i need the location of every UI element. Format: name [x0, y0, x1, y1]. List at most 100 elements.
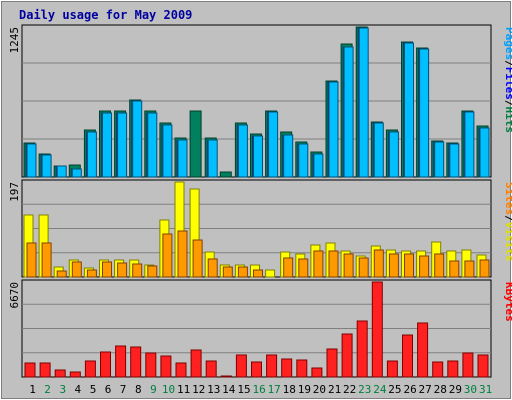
bar: [477, 354, 489, 378]
x-tick-label: 31: [479, 383, 492, 396]
bar: [371, 281, 383, 378]
legend: KBytes: [503, 282, 512, 322]
bar: [449, 143, 460, 178]
panel-pages-files-hits: 1245 Pages/Files/Hits: [8, 24, 512, 178]
bar: [373, 122, 384, 178]
bar: [265, 269, 276, 278]
y-max-label: 1245: [8, 27, 21, 54]
bar: [237, 124, 248, 178]
bar: [311, 367, 323, 378]
legend-entry: /: [503, 60, 512, 67]
bar: [219, 171, 232, 178]
x-tick-label: 8: [135, 383, 142, 396]
x-tick-label: 10: [162, 383, 175, 396]
x-axis-day-labels: 1 2 3 4 5 6 7 8 9 10 11 12 13 14 15 16 17 18 19 20 21 22 23 24 2…: [29, 383, 492, 396]
bar: [434, 141, 445, 178]
panel-sites-visits: 197 Sites/Visits: [8, 179, 512, 278]
bar: [26, 242, 37, 278]
bar: [343, 46, 354, 178]
x-tick-label: 12: [192, 383, 205, 396]
bar: [189, 110, 202, 178]
bar: [296, 359, 308, 378]
bar: [313, 250, 324, 278]
legend-entry: Hits: [503, 107, 512, 134]
series-pages: [26, 27, 490, 178]
x-tick-label: 22: [343, 383, 356, 396]
bar: [358, 27, 369, 178]
series-sites: [26, 230, 490, 278]
bar: [341, 333, 353, 378]
bar: [419, 255, 430, 278]
x-tick-label: 26: [403, 383, 416, 396]
bar: [160, 355, 172, 378]
bar: [41, 154, 52, 178]
bar: [404, 253, 414, 278]
x-tick-label: 7: [120, 383, 127, 396]
bar: [328, 81, 339, 178]
bar: [268, 111, 279, 178]
bar: [102, 112, 112, 178]
bar: [100, 351, 111, 378]
x-tick-label: 9: [150, 383, 157, 396]
bar: [251, 361, 262, 378]
x-tick-label: 5: [90, 383, 97, 396]
bar: [130, 346, 142, 378]
y-max-label: 197: [8, 182, 21, 202]
bar: [26, 143, 37, 178]
x-tick-label: 19: [298, 383, 311, 396]
bar: [147, 112, 158, 178]
bar: [220, 375, 232, 378]
bar: [54, 369, 66, 378]
bar: [207, 258, 218, 278]
bar: [253, 135, 263, 178]
x-tick-label: 4: [74, 383, 81, 396]
bar: [115, 345, 127, 378]
bar: [388, 131, 399, 178]
x-tick-label: 21: [328, 383, 341, 396]
bar: [235, 354, 247, 378]
bar: [102, 261, 112, 278]
bar: [162, 124, 173, 178]
bar: [69, 371, 81, 378]
x-tick-label: 30: [464, 383, 477, 396]
bar: [419, 48, 430, 178]
x-tick-label: 27: [418, 383, 431, 396]
x-tick-label: 1: [29, 383, 36, 396]
x-tick-label: 6: [105, 383, 112, 396]
bar: [177, 230, 188, 278]
bar: [283, 257, 294, 278]
bar: [117, 112, 128, 178]
bar: [24, 362, 36, 378]
series-kbytes: [24, 281, 489, 378]
bar: [266, 354, 278, 378]
legend-entry: KBytes: [503, 282, 512, 322]
bar: [386, 360, 398, 378]
bar: [162, 233, 173, 278]
bar: [464, 260, 475, 278]
x-tick-label: 28: [434, 383, 447, 396]
x-tick-label: 3: [59, 383, 66, 396]
legend-entry: Visits: [503, 222, 512, 262]
bar: [328, 250, 339, 278]
bar: [237, 266, 248, 278]
x-tick-label: 13: [207, 383, 220, 396]
bar: [177, 139, 188, 178]
legend: Pages/Files/Hits: [503, 27, 512, 133]
legend: Sites/Visits: [503, 182, 512, 262]
x-tick-label: 14: [222, 383, 236, 396]
bar: [222, 266, 233, 278]
bar: [175, 362, 187, 378]
bar: [402, 334, 413, 378]
bar: [190, 349, 202, 378]
bar: [479, 259, 490, 278]
bar: [71, 168, 82, 178]
bar: [434, 253, 445, 278]
legend-entry: /: [503, 100, 512, 107]
bar: [326, 348, 338, 378]
x-tick-label: 25: [388, 383, 401, 396]
bar: [283, 134, 294, 178]
bar: [145, 352, 157, 378]
x-tick-label: 29: [449, 383, 462, 396]
bar: [56, 165, 67, 178]
